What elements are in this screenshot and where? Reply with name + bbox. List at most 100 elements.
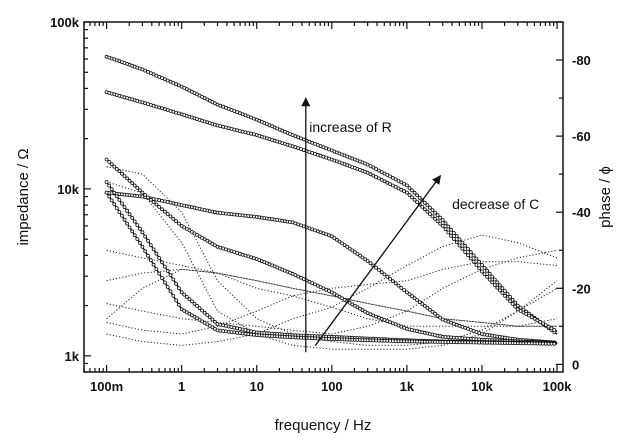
impedance-point <box>415 193 420 198</box>
impedance-point <box>148 197 153 202</box>
impedance-point <box>463 250 468 254</box>
impedance-point <box>374 167 379 171</box>
impedance-point <box>430 214 435 219</box>
impedance-point <box>109 198 114 203</box>
y2-tick-label: -60 <box>572 129 591 144</box>
impedance-point <box>382 272 387 277</box>
impedance-point <box>107 183 112 188</box>
impedance-point <box>117 169 122 174</box>
impedance-point <box>160 207 164 212</box>
impedance-point <box>143 249 148 254</box>
impedance-point <box>379 177 384 182</box>
impedance-point <box>440 218 445 223</box>
impedance-point <box>104 190 109 195</box>
impedance-point <box>200 308 205 313</box>
impedance-point <box>162 209 167 214</box>
impedance-point <box>127 212 132 217</box>
impedance-point <box>376 168 381 173</box>
impedance-point <box>430 309 435 314</box>
impedance-point <box>503 293 507 298</box>
impedance-point <box>433 216 437 221</box>
impedance-point <box>132 233 137 238</box>
impedance-point <box>112 190 117 195</box>
impedance-point <box>402 288 407 293</box>
impedance-point <box>355 251 360 256</box>
impedance-point <box>125 221 129 226</box>
impedance-point <box>332 236 337 241</box>
impedance-point <box>443 227 448 232</box>
phase-series-line <box>106 249 558 335</box>
annotations: increase of R decrease of C <box>309 119 539 212</box>
impedance-point <box>202 310 207 315</box>
impedance-point <box>127 178 132 183</box>
impedance-point <box>538 319 543 324</box>
y-tick-label: 1k <box>65 349 80 364</box>
impedance-point <box>422 303 427 308</box>
impedance-point <box>107 159 112 164</box>
arrows <box>301 97 442 353</box>
impedance-point <box>468 256 473 261</box>
impedance-point <box>495 285 500 290</box>
impedance-point <box>495 280 500 285</box>
impedance-point <box>184 294 189 299</box>
impedance-point <box>112 164 117 169</box>
impedance-point <box>365 170 370 175</box>
impedance-point <box>365 259 370 263</box>
impedance-point <box>422 207 427 212</box>
impedance-point <box>438 315 443 320</box>
impedance-point <box>345 244 350 249</box>
impedance-point <box>374 175 379 179</box>
impedance-point <box>365 162 370 167</box>
impedance-point <box>135 185 140 190</box>
impedance-point <box>337 239 342 244</box>
impedance-point <box>122 217 127 222</box>
impedance-point <box>174 281 179 286</box>
impedance-point <box>451 231 456 235</box>
impedance-series-line <box>106 158 558 344</box>
impedance-point <box>376 267 381 272</box>
impedance-point <box>385 172 390 177</box>
impedance-point <box>427 307 432 312</box>
impedance-point <box>417 300 422 305</box>
impedance-point <box>492 283 497 287</box>
impedance-point <box>399 285 404 290</box>
impedance-point <box>151 200 156 205</box>
impedance-point <box>393 177 398 182</box>
impedance-point <box>407 193 412 197</box>
impedance-point <box>503 289 507 294</box>
impedance-point <box>449 233 454 238</box>
y2-tick-label: 0 <box>572 357 579 372</box>
impedance-point <box>438 221 443 226</box>
impedance-point <box>135 237 140 242</box>
impedance-point <box>137 240 142 245</box>
impedance-point <box>521 310 526 315</box>
impedance-point <box>160 260 164 265</box>
impedance-point <box>334 237 339 242</box>
impedance-point <box>552 341 557 346</box>
impedance-point <box>140 244 145 249</box>
impedance-point <box>529 315 534 320</box>
impedance-point <box>162 280 167 285</box>
impedance-point <box>176 286 181 291</box>
impedance-point <box>396 178 401 183</box>
impedance-point <box>471 253 476 258</box>
impedance-point <box>451 237 456 241</box>
impedance-point <box>477 266 482 271</box>
impedance-point <box>457 237 462 242</box>
impedance-point <box>460 240 465 245</box>
impedance-point <box>497 283 502 288</box>
impedance-point <box>388 174 393 179</box>
impedance-point <box>396 283 401 288</box>
impedance-point <box>446 230 451 235</box>
impedance-point <box>466 247 470 251</box>
impedance-point <box>454 240 459 245</box>
impedance-point <box>109 187 114 192</box>
impedance-point <box>146 238 150 243</box>
impedance-point <box>417 195 422 200</box>
impedance-point <box>460 246 465 251</box>
impedance-point <box>412 296 417 301</box>
impedance-point <box>399 187 404 192</box>
impedance-point <box>427 212 432 216</box>
impedance-point <box>165 268 170 273</box>
impedance-point <box>293 273 298 278</box>
